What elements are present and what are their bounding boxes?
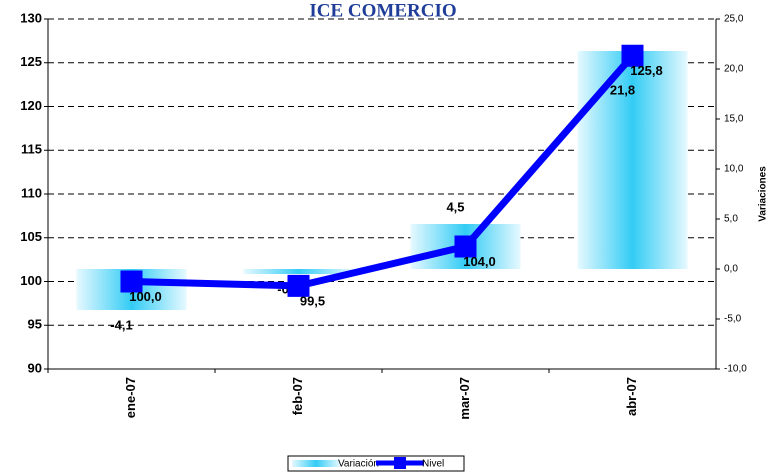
- y2-tick-label: 15,0: [724, 114, 744, 125]
- y-tick-label: 130: [20, 10, 42, 25]
- y-tick-label: 100: [20, 273, 42, 288]
- chart-title: ICE COMERCIO: [309, 0, 456, 21]
- legend-label: Variación: [338, 459, 379, 470]
- y-tick-label: 115: [21, 142, 42, 157]
- line-value-label: 99,5: [300, 293, 325, 308]
- x-tick-label: abr-07: [624, 377, 639, 416]
- line-value-label: 100,0: [129, 289, 162, 304]
- line-marker: [454, 235, 477, 258]
- legend-label: Nivel: [422, 459, 444, 470]
- y2-tick-label: 20,0: [724, 64, 744, 75]
- legend-swatch: [292, 460, 340, 467]
- x-tick-label: mar-07: [457, 377, 472, 420]
- bar-value-label: 4,5: [446, 199, 464, 214]
- bar: [577, 51, 688, 269]
- line-marker: [621, 44, 644, 67]
- y2-tick-label: 25,0: [724, 14, 744, 25]
- x-tick-label: ene-07: [123, 377, 138, 418]
- x-tick-label: feb-07: [290, 377, 305, 415]
- y-tick-label: 105: [20, 229, 42, 244]
- legend-swatch-marker: [394, 457, 406, 469]
- line-marker: [120, 270, 143, 293]
- line: [131, 53, 636, 290]
- y2-tick-label: 5,0: [724, 214, 738, 225]
- line-marker: [287, 274, 310, 297]
- line-value-label: 104,0: [463, 254, 496, 269]
- line-value-label: 125,8: [630, 63, 663, 78]
- y-tick-label: 120: [20, 98, 42, 113]
- y-tick-label: 90: [28, 360, 42, 375]
- bar-value-label: -4,1: [110, 317, 132, 332]
- y-tick-label: 95: [28, 317, 42, 332]
- y-tick-label: 125: [20, 54, 42, 69]
- y-tick-label: 110: [21, 185, 42, 200]
- bar: [243, 269, 354, 274]
- y2-tick-label: -10,0: [724, 364, 747, 375]
- y2-tick-label: 0,0: [724, 264, 738, 275]
- bar-value-label: 21,8: [610, 82, 635, 97]
- y2-tick-label: -5,0: [724, 314, 742, 325]
- y2-tick-label: 10,0: [724, 164, 744, 175]
- y2-axis-label: Variaciones: [758, 166, 769, 222]
